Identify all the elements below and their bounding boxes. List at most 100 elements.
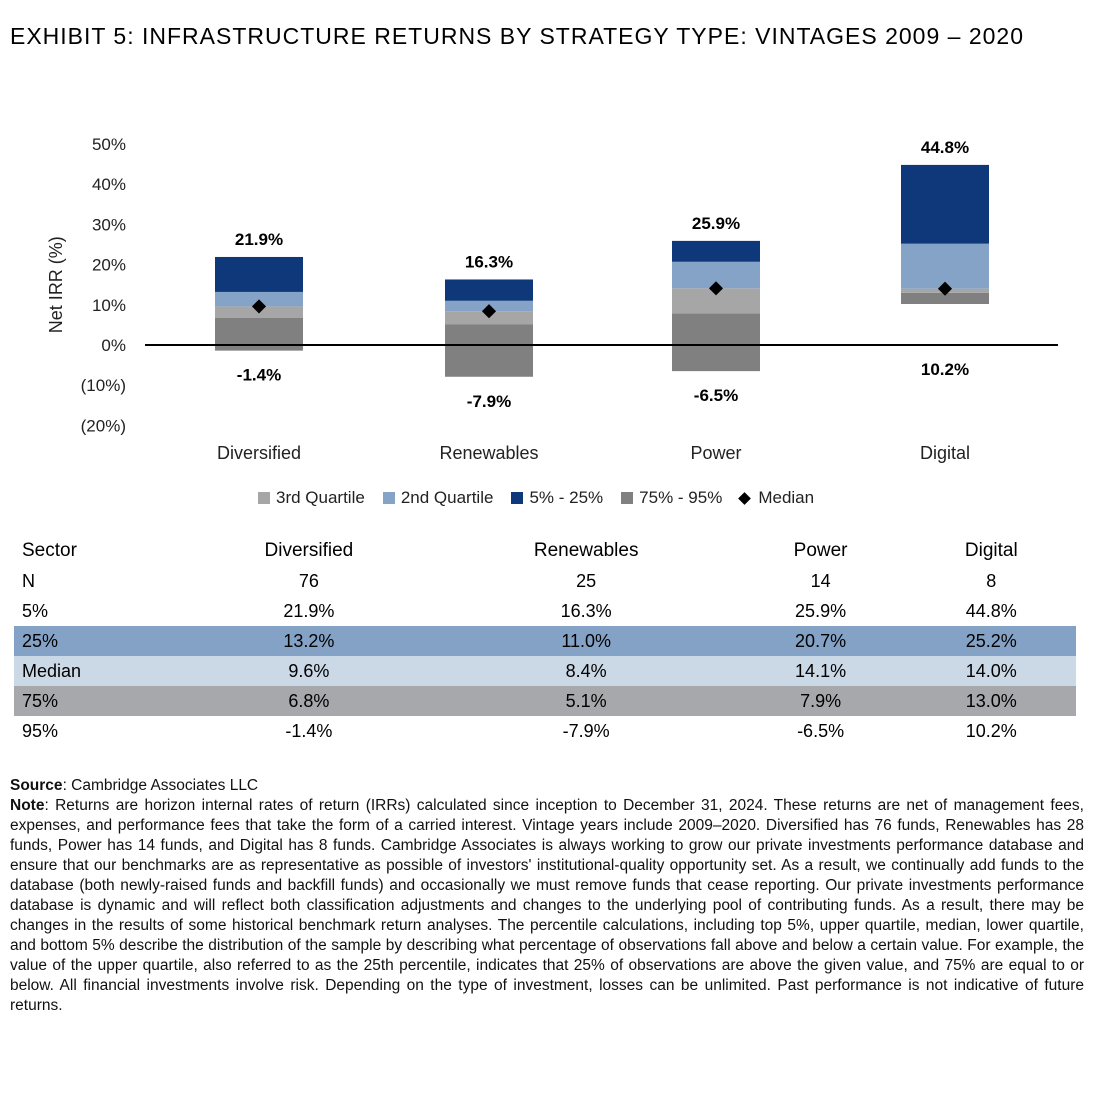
median-marker xyxy=(251,299,267,314)
table-header: Diversified xyxy=(264,540,354,561)
legend-label: Median xyxy=(758,488,815,507)
legend-label: 5% - 25% xyxy=(529,488,604,507)
x-category-label: Digital xyxy=(920,443,970,463)
top-value-label: 44.8% xyxy=(921,138,969,157)
legend-item: 5% - 25% xyxy=(511,488,603,508)
y-tick-label: (10%) xyxy=(81,376,126,395)
table-row: 75% 6.8% 5.1% 7.9% 13.0% xyxy=(14,686,1076,716)
top-value-label: 21.9% xyxy=(235,230,283,249)
note-line: Note: Returns are horizon internal rates… xyxy=(10,796,1084,1016)
table-cell: 7.9% xyxy=(800,690,842,711)
bar-75-95 xyxy=(901,292,989,304)
bottom-value-label: 10.2% xyxy=(921,360,969,379)
y-tick-label: 20% xyxy=(92,256,126,275)
y-tick-label: 40% xyxy=(92,175,126,194)
bar-5-25 xyxy=(672,240,760,262)
median-marker xyxy=(708,281,724,296)
table-cell: 13.2% xyxy=(283,630,335,651)
row-label: 25% xyxy=(22,630,59,651)
table-cell: 5.1% xyxy=(565,690,607,711)
median-marker xyxy=(937,281,953,296)
top-value-label: 25.9% xyxy=(692,214,740,233)
legend-item: Median xyxy=(738,488,815,508)
bar-2nd-quartile xyxy=(215,291,303,307)
row-label: 5% xyxy=(22,600,49,621)
bottom-value-label: -7.9% xyxy=(467,392,511,411)
row-label: Median xyxy=(22,660,82,681)
table-cell: 6.8% xyxy=(288,690,330,711)
table-row: 25% 13.2% 11.0% 20.7% 25.2% xyxy=(14,626,1076,656)
table-cell: 20.7% xyxy=(795,630,847,651)
y-tick-label: 30% xyxy=(92,215,126,234)
data-table: Sector Diversified Renewables Power Digi… xyxy=(14,536,1076,746)
chart-title: EXHIBIT 5: INFRASTRUCTURE RETURNS BY STR… xyxy=(10,23,1025,49)
table-cell: 8 xyxy=(986,570,997,591)
bar-75-95 xyxy=(445,324,533,377)
y-axis-label: Net IRR (%) xyxy=(46,236,66,333)
table-cell: 25.2% xyxy=(965,630,1017,651)
table-cell: 14.0% xyxy=(965,660,1017,681)
y-tick-label: 10% xyxy=(92,296,126,315)
diamond-marker-icon xyxy=(738,491,752,505)
table-cell: -6.5% xyxy=(797,720,845,741)
note-label: Note xyxy=(10,797,45,814)
table-cell: 16.3% xyxy=(560,600,612,621)
legend-label: 3rd Quartile xyxy=(276,488,365,507)
row-label: 75% xyxy=(22,690,59,711)
source-label: Source xyxy=(10,777,63,794)
table-header: Renewables xyxy=(533,540,639,561)
table-cell: -7.9% xyxy=(562,720,610,741)
row-label: N xyxy=(22,570,35,591)
bar-2nd-quartile xyxy=(901,243,989,289)
source-line: Source: Cambridge Associates LLC xyxy=(10,776,1084,796)
y-tick-label: (20%) xyxy=(81,416,126,435)
bottom-value-label: -6.5% xyxy=(694,386,738,405)
table-header: Sector xyxy=(22,540,77,561)
table-header: Power xyxy=(793,540,848,561)
notes: Source: Cambridge Associates LLC Note: R… xyxy=(10,776,1084,1016)
table-cell: 25 xyxy=(576,570,597,591)
table-cell: 76 xyxy=(298,570,319,591)
table-row: N 76 25 14 8 xyxy=(14,566,1076,596)
table-cell: -1.4% xyxy=(285,720,333,741)
legend-swatch xyxy=(382,492,395,504)
table-cell: 11.0% xyxy=(561,630,612,651)
bottom-value-label: -1.4% xyxy=(237,366,281,385)
table-cell: 9.6% xyxy=(288,660,330,681)
table-row: 95% -1.4% -7.9% -6.5% 10.2% xyxy=(14,716,1076,746)
table-cell: 21.9% xyxy=(283,600,335,621)
table-cell: 13.0% xyxy=(965,690,1017,711)
legend-item: 2nd Quartile xyxy=(382,488,494,508)
y-tick-label: 0% xyxy=(101,336,126,355)
legend-item: 3rd Quartile xyxy=(258,488,365,508)
bar-5-25 xyxy=(901,164,989,244)
table-cell: 25.9% xyxy=(795,600,847,621)
legend-swatch xyxy=(511,492,524,504)
row-label: 95% xyxy=(22,720,59,741)
table-row: Median 9.6% 8.4% 14.1% 14.0% xyxy=(14,656,1076,686)
range-bar-chart: 50% 40% 30% 20% 10% 0% (10%) (20%) Net IRR (%) 21… xyxy=(46,135,1058,463)
legend-label: 2nd Quartile xyxy=(400,488,494,507)
top-value-label: 16.3% xyxy=(465,252,513,271)
x-category-label: Power xyxy=(690,443,741,463)
legend-swatch xyxy=(258,492,270,504)
table-cell: 10.2% xyxy=(965,720,1017,741)
median-marker xyxy=(481,304,497,319)
bar-75-95 xyxy=(672,313,760,372)
note-text: : Returns are horizon internal rates of … xyxy=(10,797,1084,1014)
legend-item: 75% - 95% xyxy=(621,488,722,508)
source-text: : Cambridge Associates LLC xyxy=(62,777,259,794)
bar-5-25 xyxy=(215,256,303,292)
legend-swatch xyxy=(621,492,634,504)
table-header: Digital xyxy=(964,540,1018,561)
legend: 3rd Quartile 2nd Quartile 5% - 25% 75% - 95… xyxy=(258,488,814,508)
legend-label: 75% - 95% xyxy=(639,488,723,507)
table-cell: 14 xyxy=(810,570,831,591)
x-category-label: Diversified xyxy=(217,443,301,463)
bar-5-25 xyxy=(445,279,533,301)
table-cell: 8.4% xyxy=(565,660,607,681)
table-cell: 14.1% xyxy=(795,660,847,681)
y-tick-label: 50% xyxy=(92,135,126,154)
table-row: 5% 21.9% 16.3% 25.9% 44.8% xyxy=(14,596,1076,626)
table-cell: 44.8% xyxy=(965,600,1017,621)
